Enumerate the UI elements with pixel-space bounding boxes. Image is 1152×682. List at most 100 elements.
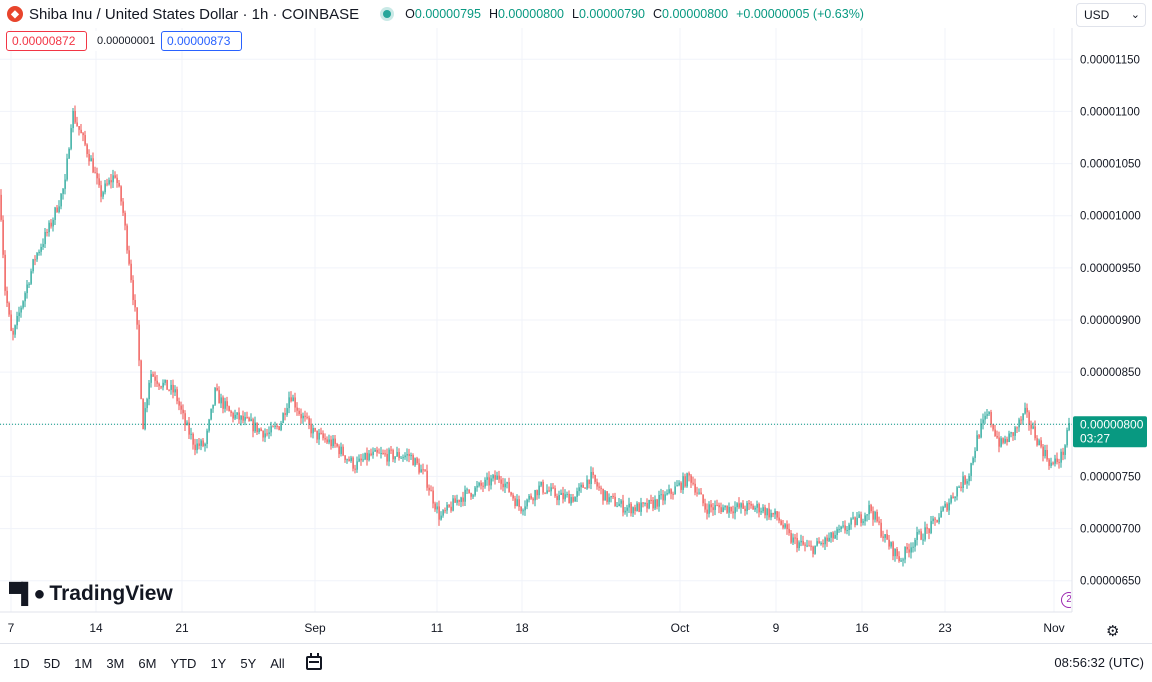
sell-button[interactable]: 0.00000872 xyxy=(6,31,87,51)
candle xyxy=(796,532,798,553)
candle xyxy=(818,537,820,544)
candle xyxy=(942,505,944,512)
buy-button[interactable]: 0.00000873 xyxy=(161,31,242,51)
gear-icon[interactable]: ⚙ xyxy=(1106,623,1120,640)
candle xyxy=(1024,402,1026,415)
candle xyxy=(1050,457,1052,469)
candle xyxy=(504,478,506,493)
candle xyxy=(468,489,470,494)
range-button-1d[interactable]: 1D xyxy=(13,655,30,671)
candle xyxy=(840,525,842,533)
candle xyxy=(1062,447,1064,461)
range-button-3m[interactable]: 3M xyxy=(106,655,125,671)
candle xyxy=(712,503,714,516)
price-axis[interactable]: 0.00001150 0.00001100 0.00001050 0.00001000… xyxy=(1080,54,1141,587)
range-button-5d[interactable]: 5D xyxy=(43,655,61,671)
candle xyxy=(968,473,970,486)
candle xyxy=(330,435,332,450)
candle xyxy=(996,430,998,439)
candle xyxy=(748,500,750,511)
candle xyxy=(208,418,210,433)
date-range-buttons: 1D 5D 1M 3M 6M YTD 1Y 5Y All xyxy=(6,656,292,671)
bottom-toolbar: 1D 5D 1M 3M 6M YTD 1Y 5Y All 08:56:32 (UTC) xyxy=(0,643,1152,682)
candle xyxy=(118,179,120,188)
candle xyxy=(598,482,600,491)
time-tick-label: 14 xyxy=(89,621,103,635)
candle xyxy=(1046,444,1048,462)
candle xyxy=(100,180,102,203)
price-tick-label: 0.00000650 xyxy=(1080,576,1141,588)
candle xyxy=(572,493,574,503)
calendar-icon[interactable] xyxy=(305,653,322,670)
candle xyxy=(494,470,496,485)
ohlc-value: +0.00000005 (+0.63%) xyxy=(736,7,864,21)
time-tick-label: Sep xyxy=(304,621,326,635)
candle xyxy=(216,383,218,392)
currency-select[interactable]: USD ⌄ xyxy=(1076,3,1146,27)
candle xyxy=(792,533,794,545)
candle xyxy=(848,522,850,536)
candle xyxy=(780,519,782,526)
candle xyxy=(274,421,276,430)
candle xyxy=(1038,438,1040,446)
candle xyxy=(470,492,472,500)
candle xyxy=(260,427,262,432)
range-button-ytd[interactable]: YTD xyxy=(170,655,197,671)
spread-value: 0.00000001 xyxy=(92,31,161,51)
candle xyxy=(844,520,846,534)
event-marker-icon[interactable]: 2 xyxy=(1061,592,1071,608)
candle xyxy=(590,466,592,490)
candle xyxy=(984,411,986,424)
buy-price: 0.00000873 xyxy=(167,34,231,48)
candle xyxy=(634,504,636,515)
candle xyxy=(124,210,126,231)
ohlc-key: H xyxy=(488,7,498,21)
candle xyxy=(292,394,294,402)
utc-clock[interactable]: 08:56:32 (UTC) xyxy=(1054,655,1144,670)
candle xyxy=(508,477,510,493)
candle xyxy=(448,504,450,508)
range-button-1y[interactable]: 1Y xyxy=(210,655,227,671)
candle xyxy=(772,512,774,518)
candle xyxy=(394,456,396,463)
candle xyxy=(78,126,80,136)
candle xyxy=(202,437,204,448)
candle xyxy=(156,374,158,387)
candle xyxy=(198,437,200,450)
candle xyxy=(8,301,10,317)
candle xyxy=(876,509,878,523)
candle xyxy=(904,546,906,564)
candle xyxy=(326,436,328,444)
candle xyxy=(528,494,530,503)
candle xyxy=(450,501,452,513)
candle xyxy=(404,452,406,460)
candle xyxy=(604,490,606,501)
candle xyxy=(172,379,174,399)
candle xyxy=(738,497,740,510)
tradingview-logo[interactable]: ▀▌● TradingView xyxy=(9,582,173,606)
candle xyxy=(6,286,8,308)
candle xyxy=(880,519,882,539)
candle xyxy=(618,497,620,507)
candle xyxy=(750,501,752,509)
range-button-5y[interactable]: 5Y xyxy=(240,655,257,671)
range-button-1m[interactable]: 1M xyxy=(74,655,93,671)
candle xyxy=(900,557,902,563)
candle xyxy=(974,447,976,463)
candle xyxy=(768,502,770,520)
candle xyxy=(150,369,152,388)
candle xyxy=(106,178,108,187)
time-axis[interactable]: 7 14 21 Sep 11 18 Oct 9 16 23 Nov xyxy=(8,621,1065,635)
candle xyxy=(902,557,904,567)
symbol-title[interactable]: Shiba Inu / United States Dollar · 1h · … xyxy=(29,5,360,23)
time-tick-label: 21 xyxy=(175,621,189,635)
candle xyxy=(138,320,140,367)
candle xyxy=(924,521,926,542)
market-status-icon[interactable] xyxy=(383,10,392,18)
candle xyxy=(906,542,908,554)
time-tick-label: Nov xyxy=(1043,621,1064,635)
price-chart[interactable]: 0.00001150 0.00001100 0.00001050 0.00001000… xyxy=(0,0,1152,643)
range-button-all[interactable]: All xyxy=(270,655,285,671)
candle xyxy=(764,504,766,519)
range-button-6m[interactable]: 6M xyxy=(138,655,157,671)
